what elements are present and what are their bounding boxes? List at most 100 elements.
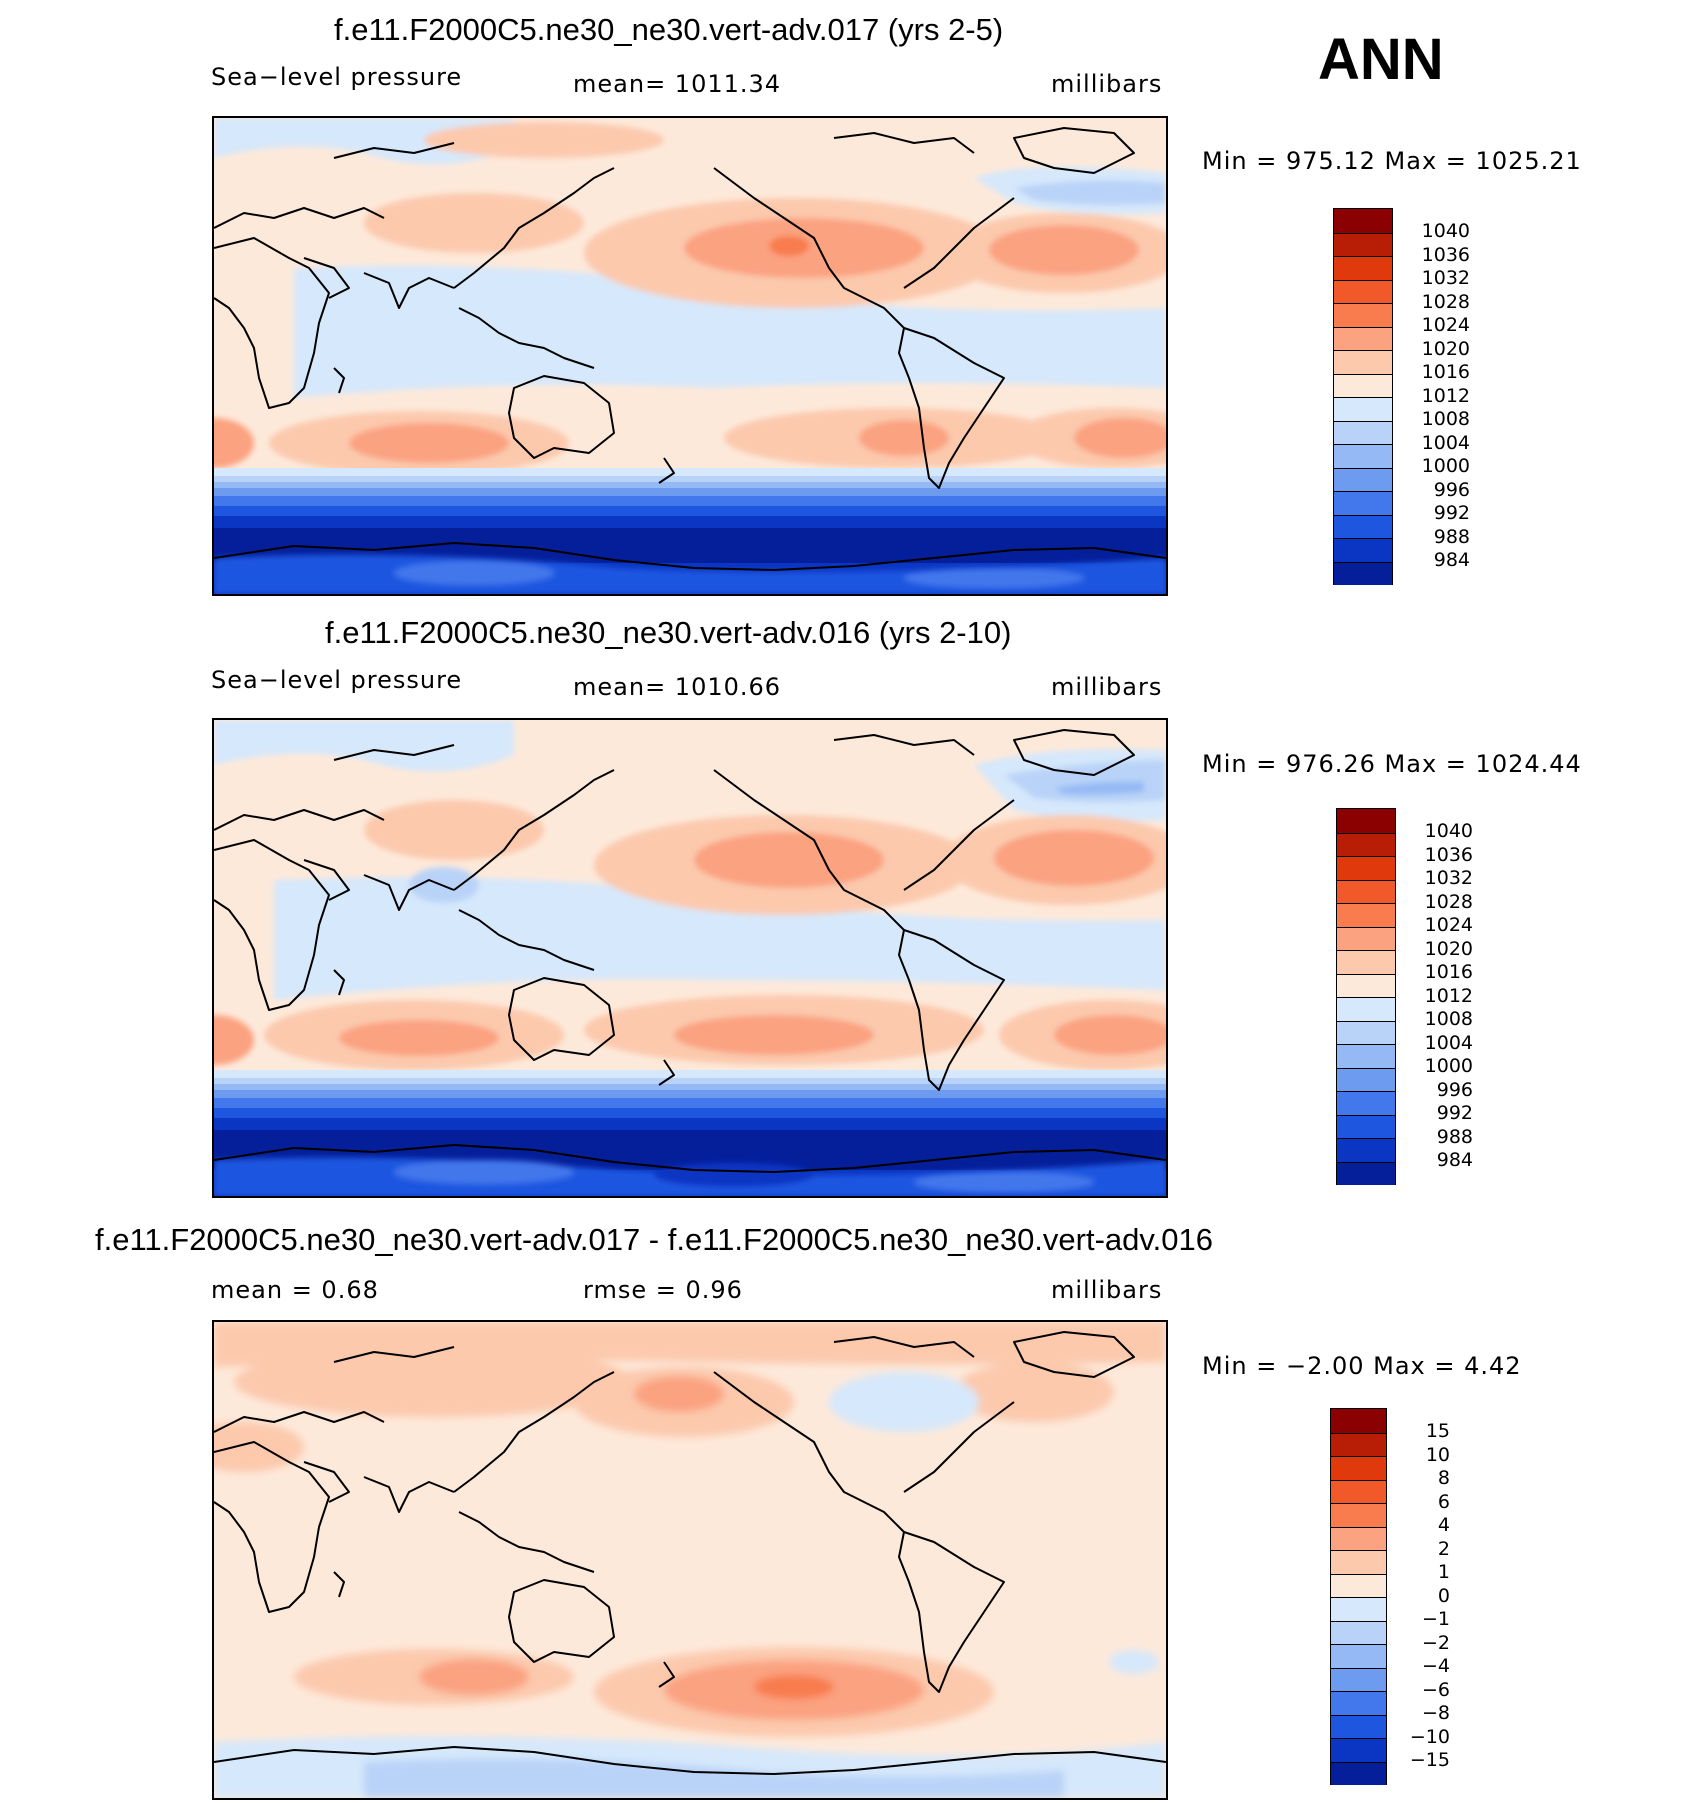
panel-1-mean: mean= 1011.34 (573, 70, 782, 98)
colorbar-tick-label: 988 (1436, 1125, 1473, 1148)
coastlines (214, 1331, 1166, 1775)
maritime-continent (458, 909, 595, 971)
madagascar (333, 367, 345, 394)
australia-coast (508, 1579, 615, 1663)
colorbar-swatch (1334, 303, 1392, 327)
colorbar-swatch (1337, 832, 1395, 856)
panel-3-title: f.e11.F2000C5.ne30_ne30.vert-adv.017 - f… (95, 1222, 1213, 1257)
panel-2-map (212, 718, 1168, 1198)
west-africa-high (214, 418, 254, 468)
colorbar-tick-label: 1020 (1421, 337, 1470, 360)
africa-coast (214, 839, 330, 1011)
maritime-continent (458, 307, 595, 369)
panel-2-variable: Sea−level pressure (211, 666, 463, 694)
panel-1-map (212, 116, 1168, 596)
colorbar-swatch (1331, 1620, 1386, 1644)
africa-coast (214, 237, 330, 409)
panel-2-mean: mean= 1010.66 (573, 673, 782, 701)
south-pacific-high-core (859, 420, 949, 456)
colorbar-swatch (1331, 1761, 1386, 1785)
south-indian-high-core (339, 1020, 499, 1056)
south-america-coast (898, 929, 1005, 1091)
colorbar-swatch (1334, 256, 1392, 280)
colorbar-swatch (1331, 1432, 1386, 1456)
new-zealand (658, 457, 675, 484)
colorbar-tick-label: 1004 (1424, 1031, 1473, 1054)
colorbar-swatch (1337, 997, 1395, 1021)
tropical-low-belt (294, 265, 1166, 398)
panel-1-minmax: Min = 975.12 Max = 1025.21 (1202, 147, 1582, 175)
colorbar-swatch (1334, 279, 1392, 303)
india-coast (363, 874, 455, 911)
colorbar-swatch (1331, 1573, 1386, 1597)
colorbar-tick-label: 1008 (1421, 408, 1470, 430)
colorbar-swatch (1334, 444, 1392, 468)
colorbar-swatch (1334, 561, 1392, 585)
panel-1-variable: Sea−level pressure (211, 63, 463, 91)
colorbar-tick-label: 8 (1437, 1467, 1450, 1489)
arctic-islands (833, 132, 975, 154)
colorbar-tick-label: 15 (1425, 1420, 1450, 1442)
australia-coast (508, 977, 615, 1061)
colorbar-swatch (1331, 1691, 1386, 1715)
antarctica-high-2 (904, 568, 1084, 588)
colorbar-swatch (1334, 209, 1392, 233)
north-atlantic-high-mid (989, 225, 1139, 275)
east-asia-coast (453, 167, 615, 289)
panel-1-title: f.e11.F2000C5.ne30_ne30.vert-adv.017 (yr… (334, 12, 1004, 47)
colorbar-tick-label: 0 (1437, 1584, 1450, 1607)
siberia-coast (333, 744, 455, 761)
west-africa-high (214, 1015, 254, 1065)
colorbar-tick-label: 1040 (1424, 820, 1473, 842)
north-atlantic-high-mid (994, 830, 1154, 886)
colorbar-tick-label: 1012 (1421, 384, 1470, 407)
panel-2-units: millibars (1051, 673, 1163, 701)
colorbar-tick-label: 10 (1425, 1443, 1450, 1466)
colorbar-swatch (1337, 903, 1395, 927)
colorbar-swatch (1331, 1479, 1386, 1503)
colorbar-swatch (1337, 879, 1395, 903)
siberian-positive-anomaly (234, 1347, 634, 1417)
panel-1-colorbar-labels: 1040 1036 1032 1028 1024 1020 1016 1012 … (1400, 208, 1470, 585)
bering-positive-core (634, 1376, 724, 1412)
greenland-coast (1013, 1331, 1135, 1378)
colorbar-swatch (1334, 350, 1392, 374)
colorbar-tick-label: −6 (1421, 1678, 1450, 1701)
north-america-east (903, 197, 1015, 289)
greenland-coast (1013, 729, 1135, 776)
madagascar (333, 1571, 345, 1598)
panel-3-colorbar (1330, 1408, 1387, 1785)
colorbar-tick-label: 1000 (1424, 1055, 1473, 1077)
colorbar-tick-label: 984 (1436, 1149, 1473, 1171)
colorbar-swatch (1331, 1409, 1386, 1433)
colorbar-swatch (1331, 1714, 1386, 1738)
north-america-coast (713, 769, 905, 931)
madagascar (333, 969, 345, 996)
greenland-coast (1013, 127, 1135, 174)
arctic-high (424, 122, 664, 158)
east-asia-coast (453, 769, 615, 891)
india-coast (363, 272, 455, 309)
colorbar-swatch (1334, 467, 1392, 491)
asian-high (364, 800, 544, 860)
colorbar-swatch (1337, 856, 1395, 880)
colorbar-swatch (1331, 1526, 1386, 1550)
europe-positive (214, 1422, 304, 1472)
south-indian-positive-core (419, 1659, 529, 1695)
colorbar-swatch (1337, 1044, 1395, 1068)
panel-3-rmse: rmse = 0.96 (583, 1276, 743, 1304)
colorbar-tick-label: 4 (1437, 1514, 1450, 1536)
colorbar-tick-label: 1 (1437, 1561, 1450, 1583)
greenland-low-core (1014, 180, 1166, 205)
antarctica-coast (214, 1746, 1166, 1775)
arabia-coast (303, 859, 350, 901)
colorbar-swatch (1331, 1550, 1386, 1574)
colorbar-swatch (1334, 491, 1392, 515)
colorbar-swatch (1337, 1138, 1395, 1162)
colorbar-swatch (1331, 1456, 1386, 1480)
south-atlantic-high-core (1074, 418, 1166, 458)
colorbar-tick-label: 6 (1437, 1490, 1450, 1513)
panel-2-colorbar-labels: 1040 1036 1032 1028 1024 1020 1016 1012 … (1403, 808, 1473, 1185)
colorbar-tick-label: −1 (1421, 1608, 1450, 1630)
colorbar-tick-label: −8 (1421, 1702, 1450, 1724)
